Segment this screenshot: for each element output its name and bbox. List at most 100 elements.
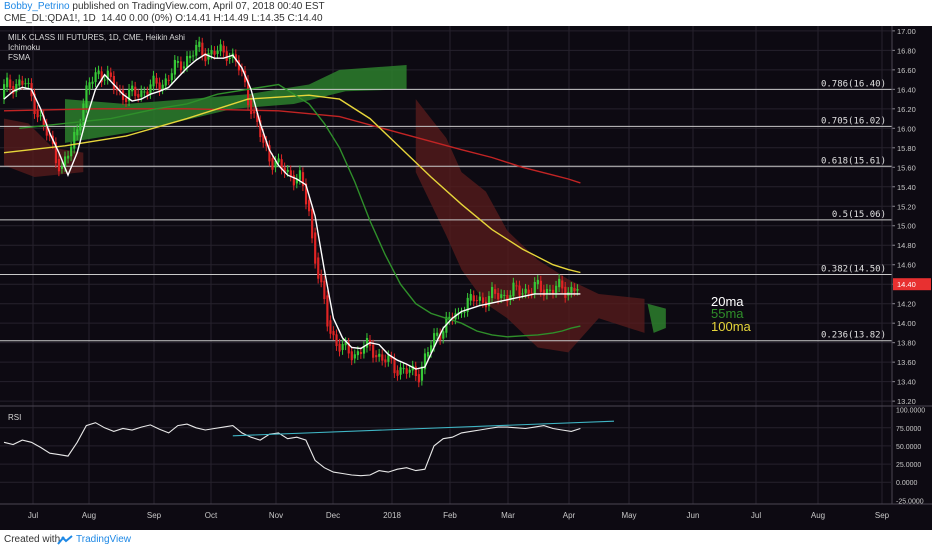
chart-background <box>0 26 932 530</box>
cloud-green-2 <box>647 303 666 333</box>
price-tick-label-4: 16.20 <box>897 105 916 114</box>
candle-body <box>372 344 375 358</box>
candle-body <box>472 295 475 302</box>
candle-body <box>198 41 201 48</box>
candle-body <box>164 78 167 86</box>
candle-body <box>548 289 552 291</box>
candle-body <box>555 285 558 293</box>
rsi-title: RSI <box>8 413 21 422</box>
time-tick-label-2: Sep <box>147 511 162 520</box>
candle-body <box>289 170 292 177</box>
indicator-fsma[interactable]: FSMA <box>8 53 31 62</box>
candle-body <box>250 100 253 115</box>
candle-body <box>60 166 64 169</box>
fib-levels: 0.786(16.40) 0.705(16.02) 0.618(15.61) 0.5(… <box>0 79 892 342</box>
candle-body <box>530 292 533 294</box>
candle-body <box>140 90 143 97</box>
candle-body <box>350 351 353 361</box>
rsi-axis[interactable]: 100.0000 75.0000 50.0000 25.0000 0.0000 -25.0… <box>896 408 925 506</box>
price-tick-label-3: 16.40 <box>897 85 916 94</box>
ma-line-100ma <box>3 94 581 274</box>
candle-body <box>542 289 546 296</box>
candle-body <box>189 55 192 59</box>
candle-body <box>417 374 420 383</box>
legend-20ma: 20ma <box>711 294 744 309</box>
candle-body <box>497 292 500 300</box>
time-tick-label-10: May <box>621 511 636 520</box>
candle-body <box>137 94 140 98</box>
chart-canvas[interactable]: 0.786(16.40) 0.705(16.02) 0.618(15.61) 0.5(… <box>0 26 932 530</box>
candle-body <box>82 103 85 126</box>
price-tick-label-15: 14.00 <box>897 319 916 328</box>
candle-body <box>100 71 103 83</box>
candle-body <box>173 59 176 75</box>
candle-body <box>6 77 9 88</box>
fib-label-0: 0.786(16.40) <box>821 79 886 89</box>
candle-body <box>570 286 573 293</box>
time-tick-label-3: Oct <box>205 511 218 520</box>
candle-body <box>103 79 106 81</box>
candle-body <box>70 146 73 157</box>
candle-body <box>192 55 195 57</box>
fib-label-5: 0.236(13.82) <box>821 331 886 341</box>
candle-body <box>347 342 350 354</box>
candle-body <box>301 172 305 187</box>
candle-body <box>304 183 308 205</box>
candle-body <box>481 297 485 303</box>
time-tick-label-11: Jun <box>687 511 700 520</box>
candle-body <box>27 82 30 84</box>
price-tick-label-2: 16.60 <box>897 66 916 75</box>
price-axis[interactable]: 17.00 16.80 16.60 16.40 16.20 16.00 15.80 15.60… <box>892 27 931 406</box>
cloud-green-1 <box>65 64 407 143</box>
candle-body <box>295 178 298 184</box>
rsi-line <box>3 422 581 477</box>
rsi-tick-label-5: -25.0000 <box>896 498 924 505</box>
candle-body <box>338 343 341 352</box>
tradingview-link[interactable]: TradingView <box>76 534 132 545</box>
candle-body <box>521 293 524 295</box>
candle-body <box>558 278 561 288</box>
candle-body <box>298 170 302 180</box>
candle-body <box>515 285 518 287</box>
last-price-tag <box>893 278 931 291</box>
price-tick-label-19: 13.20 <box>897 397 916 406</box>
candle-body <box>308 200 311 212</box>
candle-body <box>320 274 323 283</box>
candle-body <box>73 132 76 149</box>
candle-body <box>442 331 445 339</box>
price-tick-label-9: 15.20 <box>897 202 916 211</box>
candle-body <box>387 355 390 362</box>
chart-title: MILK CLASS III FUTURES, 1D, CME, Heikin … <box>8 33 185 42</box>
candle-body <box>106 70 109 80</box>
price-tick-label-11: 14.80 <box>897 241 916 250</box>
candle-body <box>253 111 256 114</box>
time-tick-label-0: Jul <box>28 511 38 520</box>
candle-body <box>146 91 149 95</box>
candle-body <box>286 169 289 172</box>
candle-body <box>539 280 542 292</box>
candle-body <box>439 333 442 340</box>
candle-body <box>152 75 155 87</box>
rsi-tick-label-4: 0.0000 <box>896 480 918 487</box>
footer: Created with TradingView <box>0 530 932 550</box>
candle-body <box>329 320 332 334</box>
candle-body <box>362 346 366 354</box>
author-link[interactable]: Bobby_Petrino <box>4 1 70 12</box>
candle-body <box>503 294 506 296</box>
candle-body <box>76 129 79 136</box>
candle-body <box>365 337 369 348</box>
time-tick-label-5: Dec <box>326 511 340 520</box>
indicator-ichimoku[interactable]: Ichimoku <box>8 43 40 52</box>
candle-body <box>408 369 411 373</box>
fib-label-3: 0.5(15.06) <box>832 210 886 220</box>
candle-body <box>36 109 39 118</box>
time-axis[interactable]: Jul Aug Sep Oct Nov Dec 2018 Feb Mar Apr May Jun Jul… <box>28 511 890 520</box>
candle-body <box>143 91 146 93</box>
candle-body <box>396 370 399 376</box>
candle-body <box>228 57 231 59</box>
candle-body <box>317 257 320 279</box>
time-tick-label-9: Apr <box>563 511 576 520</box>
candle-body <box>131 85 134 92</box>
candle-body <box>265 140 268 147</box>
chart-header: Bobby_Petrino published on TradingView.c… <box>0 0 932 26</box>
